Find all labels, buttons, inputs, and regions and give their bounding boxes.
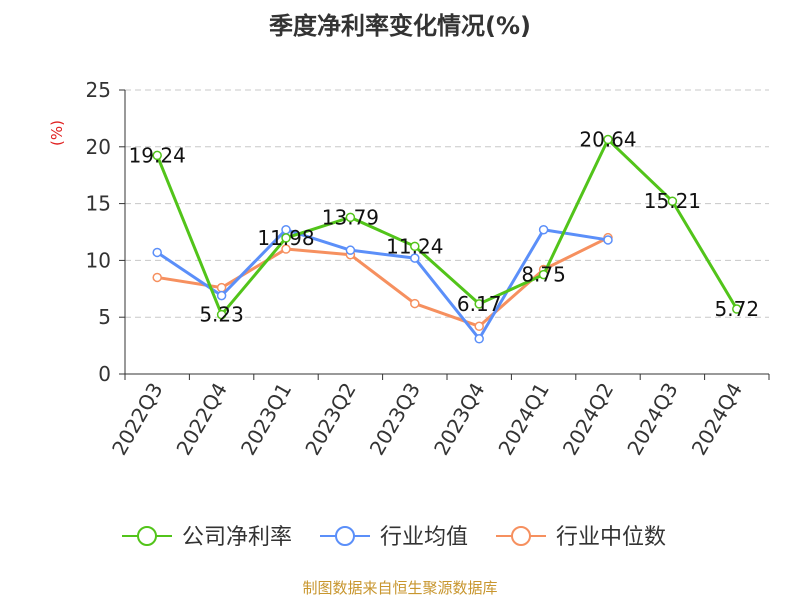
x-tick-label: 2024Q3 <box>622 379 682 460</box>
data-point <box>216 309 227 320</box>
data-point <box>345 212 356 223</box>
legend-label: 行业中位数 <box>556 525 666 550</box>
y-tick-label: 15 <box>86 192 111 216</box>
x-tick-label: 2024Q1 <box>493 379 553 460</box>
x-tick-label: 2024Q4 <box>687 379 747 460</box>
series-line <box>155 138 739 317</box>
data-label: 8.75 <box>521 263 566 287</box>
data-label: 11.98 <box>257 226 314 250</box>
x-tick-label: 2023Q2 <box>300 379 360 460</box>
x-tick-label: 2023Q3 <box>365 379 425 460</box>
data-point <box>281 244 291 254</box>
data-label: 5.72 <box>715 297 760 321</box>
data-point <box>216 282 227 293</box>
data-label: 19.24 <box>129 143 186 167</box>
chart-title: 季度净利率变化情况(%) <box>269 12 531 40</box>
data-point <box>732 304 742 314</box>
data-point <box>410 298 420 309</box>
data-label: 11.24 <box>386 234 443 258</box>
data-point <box>152 247 162 258</box>
data-point <box>216 290 227 301</box>
legend-marker <box>511 526 531 546</box>
y-tick-label: 25 <box>86 78 111 102</box>
data-point <box>474 321 484 332</box>
data-label: 20.64 <box>579 128 636 152</box>
data-label: 5.23 <box>199 303 244 327</box>
data-point <box>474 299 484 309</box>
data-point <box>152 272 162 283</box>
data-point <box>603 134 613 145</box>
legend-marker <box>335 526 355 546</box>
legend-marker <box>137 526 157 546</box>
data-point <box>152 150 162 161</box>
x-tick-label: 2022Q4 <box>171 379 231 460</box>
y-tick-label: 5 <box>98 305 111 329</box>
data-point <box>667 196 678 206</box>
data-point <box>603 235 613 245</box>
y-tick-label: 20 <box>86 135 111 159</box>
data-point <box>538 269 549 280</box>
series-line <box>156 228 609 341</box>
legend-label: 公司净利率 <box>182 525 292 550</box>
legend-label: 行业均值 <box>380 525 468 550</box>
data-point <box>281 233 291 243</box>
y-tick-label: 0 <box>98 362 111 386</box>
x-tick-label: 2023Q1 <box>236 379 296 460</box>
x-tick-label: 2022Q3 <box>107 379 167 460</box>
data-point <box>538 224 549 235</box>
data-point <box>474 334 484 344</box>
data-point <box>410 241 420 252</box>
x-tick-label: 2024Q2 <box>558 379 618 460</box>
data-source-note: 制图数据来自恒生聚源数据库 <box>302 579 498 597</box>
data-label: 15.21 <box>644 189 701 213</box>
data-point <box>345 245 356 255</box>
data-label: 6.17 <box>457 292 502 316</box>
x-tick-label: 2023Q4 <box>429 379 489 460</box>
data-label: 13.79 <box>322 205 379 229</box>
data-point <box>410 253 420 263</box>
y-tick-label: 10 <box>86 248 111 272</box>
